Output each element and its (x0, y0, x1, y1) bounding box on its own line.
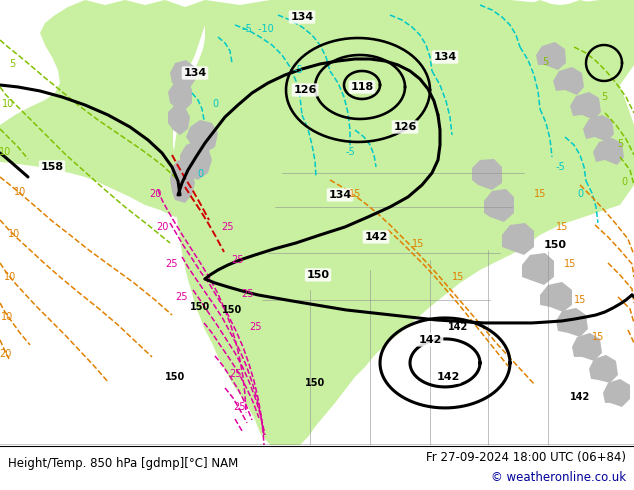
Text: 10: 10 (4, 272, 16, 282)
Text: 150: 150 (305, 378, 325, 388)
Text: 126: 126 (393, 122, 417, 132)
Text: -5: -5 (345, 147, 355, 157)
Text: 142: 142 (436, 372, 460, 382)
Text: 126: 126 (294, 85, 317, 95)
Text: 150: 150 (543, 240, 567, 250)
Text: Fr 27-09-2024 18:00 UTC (06+84): Fr 27-09-2024 18:00 UTC (06+84) (427, 451, 626, 464)
Text: 158: 158 (41, 162, 63, 172)
Text: 15: 15 (592, 332, 604, 342)
Text: 142: 142 (418, 335, 442, 345)
Text: 0: 0 (197, 169, 203, 179)
Text: 150: 150 (165, 372, 185, 382)
Text: 25: 25 (234, 402, 246, 412)
Text: © weatheronline.co.uk: © weatheronline.co.uk (491, 471, 626, 484)
Text: 10: 10 (8, 229, 20, 239)
Text: 0: 0 (577, 189, 583, 199)
Text: 142: 142 (570, 392, 590, 402)
Text: 134: 134 (434, 52, 456, 62)
Text: 10: 10 (1, 312, 13, 322)
Text: 25: 25 (249, 322, 261, 332)
Text: 15: 15 (574, 295, 586, 305)
Text: 10: 10 (0, 147, 11, 157)
Text: 5: 5 (601, 92, 607, 102)
Text: 10: 10 (2, 99, 14, 109)
Text: 15: 15 (534, 189, 546, 199)
Text: 5: 5 (542, 57, 548, 67)
Text: -5: -5 (293, 65, 303, 75)
Text: 15: 15 (452, 272, 464, 282)
Text: 15: 15 (349, 189, 361, 199)
Text: 142: 142 (365, 232, 387, 242)
Text: 134: 134 (290, 12, 314, 22)
Text: 0: 0 (621, 177, 627, 187)
Text: Height/Temp. 850 hPa [gdmp][°C] NAM: Height/Temp. 850 hPa [gdmp][°C] NAM (8, 457, 238, 470)
Text: 20: 20 (0, 349, 11, 359)
Text: 15: 15 (564, 259, 576, 269)
Text: -5  -10: -5 -10 (242, 24, 274, 34)
Text: 134: 134 (183, 68, 207, 78)
Text: 25: 25 (229, 369, 242, 379)
Text: 5: 5 (9, 59, 15, 69)
Text: 10: 10 (14, 187, 26, 197)
Text: 150: 150 (306, 270, 330, 280)
Text: 142: 142 (448, 322, 468, 332)
Text: -5: -5 (555, 162, 565, 172)
Text: 150: 150 (222, 305, 242, 315)
Text: 150: 150 (190, 302, 210, 312)
Text: 20: 20 (149, 189, 161, 199)
Text: 25: 25 (176, 292, 188, 302)
Text: 20: 20 (156, 222, 168, 232)
Text: 5: 5 (617, 139, 623, 149)
Text: 15: 15 (556, 222, 568, 232)
Text: 134: 134 (328, 190, 352, 200)
Text: 25: 25 (165, 259, 178, 269)
Text: 15: 15 (412, 239, 424, 249)
Text: 25: 25 (222, 222, 234, 232)
Text: 25: 25 (242, 289, 254, 299)
Text: 25: 25 (232, 255, 244, 265)
Text: 118: 118 (351, 82, 373, 92)
Text: 0: 0 (212, 99, 218, 109)
